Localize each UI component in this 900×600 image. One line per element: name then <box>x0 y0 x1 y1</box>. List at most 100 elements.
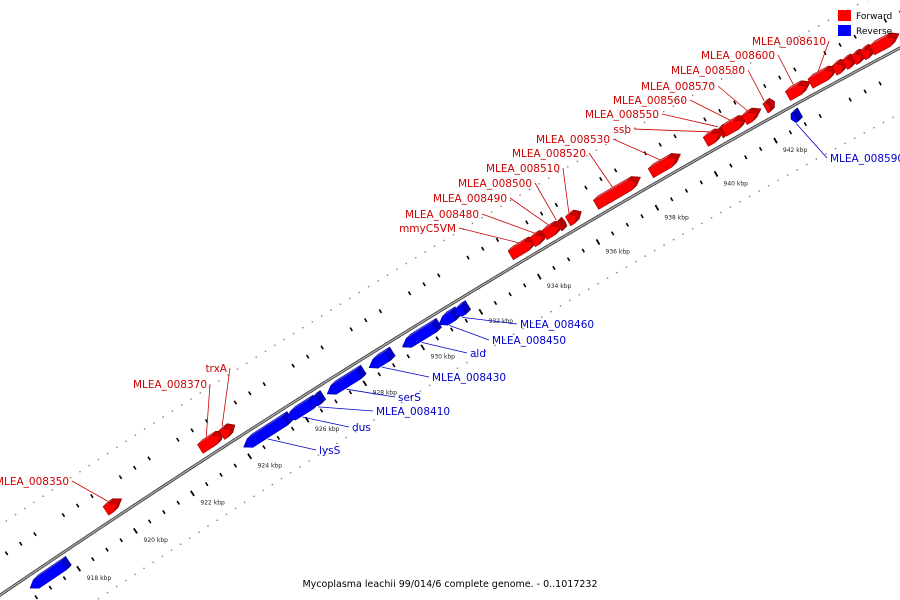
genome-title: Mycoplasma leachii 99/014/6 complete gen… <box>302 579 597 590</box>
minor-tick-inner <box>640 214 644 219</box>
reverse-gene-feature <box>243 411 293 448</box>
guide-dot <box>124 579 127 582</box>
minor-tick-inner <box>803 122 808 127</box>
minor-tick-outer <box>525 220 529 225</box>
guide-dot <box>443 239 446 242</box>
gene-front-face <box>438 311 457 326</box>
gene-top-face <box>831 59 841 67</box>
guide-dot <box>644 255 647 257</box>
minor-tick-inner <box>729 163 733 168</box>
gene-leader-line <box>346 388 396 398</box>
guide-dot <box>179 543 182 546</box>
gene-front-face <box>402 322 438 348</box>
guide-dot <box>595 149 598 152</box>
gene-leader-line <box>221 367 231 427</box>
gene-label: MLEA_008370 <box>133 379 207 391</box>
gene-label: MLEA_008570 <box>641 81 715 93</box>
gene-label: MLEA_008610 <box>752 36 826 48</box>
minor-tick-inner <box>406 354 410 359</box>
minor-tick-inner <box>119 538 123 543</box>
guide-dot <box>354 430 357 433</box>
guide-dot <box>566 166 569 168</box>
guide-dot <box>243 501 246 504</box>
gene-leader-line <box>817 40 830 72</box>
gene-leader-line <box>462 317 518 325</box>
gene-top-face <box>312 390 321 398</box>
guide-dot <box>528 188 531 191</box>
guide-dot <box>466 361 468 364</box>
guide-dot <box>475 355 478 358</box>
guide-dot <box>578 293 581 296</box>
minor-tick-outer <box>733 100 737 105</box>
guide-dot <box>419 390 422 393</box>
gene-label: MLEA_008560 <box>613 95 687 107</box>
minor-tick-outer <box>554 202 559 208</box>
tick-label: 922 kbp <box>200 500 225 507</box>
guide-dot <box>873 126 875 129</box>
guide-dot <box>14 513 17 516</box>
guide-dot <box>262 489 264 492</box>
minor-tick-outer <box>176 437 180 442</box>
guide-dot <box>452 233 455 236</box>
guide-dot <box>336 442 338 445</box>
guide-dot <box>97 458 100 461</box>
tick-label: 924 kbp <box>258 463 283 470</box>
guide-dot <box>116 446 118 449</box>
gene-top-face <box>720 115 739 128</box>
minor-tick-inner <box>670 197 674 202</box>
minor-tick-inner <box>611 231 615 236</box>
minor-tick-outer <box>133 465 137 470</box>
guide-dot <box>317 454 320 456</box>
reverse-gene-feature <box>29 556 72 589</box>
gene-leader-line <box>449 325 490 341</box>
gene-front-face <box>565 214 578 227</box>
guide-dot <box>557 171 560 174</box>
gene-leader-line <box>267 438 317 451</box>
tick-label: 936 kbp <box>606 249 631 256</box>
guide-dot <box>106 452 109 455</box>
minor-tick-outer <box>61 512 66 518</box>
major-tick <box>478 308 484 315</box>
gene-front-face <box>454 304 467 317</box>
minor-tick-outer <box>407 291 412 296</box>
minor-tick-outer <box>437 273 441 278</box>
guide-dot <box>410 396 412 398</box>
minor-tick-outer <box>147 456 151 461</box>
minor-tick-inner <box>377 372 381 377</box>
major-tick <box>595 238 601 246</box>
gene-label: ald <box>470 348 486 360</box>
guide-dot <box>786 174 789 176</box>
gene-leader-line <box>588 152 613 188</box>
gene-top-face <box>541 221 555 232</box>
minor-tick-inner <box>91 557 95 562</box>
guide-dot <box>625 266 628 268</box>
minor-tick-inner <box>319 408 324 413</box>
minor-tick-inner <box>204 481 209 487</box>
guide-dot <box>428 384 431 387</box>
guide-dot <box>180 404 183 406</box>
minor-tick-inner <box>48 585 53 590</box>
guide-dot <box>500 205 502 208</box>
guide-dot <box>634 127 636 129</box>
gene-leader-line <box>633 128 709 133</box>
minor-tick-inner <box>863 89 867 94</box>
guide-dot <box>758 190 760 192</box>
minor-tick-inner <box>581 248 585 253</box>
guide-dot <box>106 591 109 594</box>
tick-label: 940 kbp <box>724 181 749 188</box>
backbone <box>0 46 900 598</box>
gene-top-face <box>842 53 851 61</box>
guide-dot <box>729 206 732 208</box>
gene-leader-line <box>747 69 765 102</box>
gene-label: MLEA_008520 <box>512 148 586 160</box>
gene-label: MLEA_008350 <box>0 476 69 488</box>
guide-dot <box>363 425 366 427</box>
guide-dot <box>299 466 301 468</box>
reverse-gene-feature <box>327 364 367 395</box>
gene-top-face <box>790 107 798 114</box>
guide-dot <box>503 338 506 341</box>
guide-dot <box>23 507 26 510</box>
legend-reverse-label: Reverse <box>856 27 893 37</box>
guide-dot <box>691 227 694 230</box>
gene-top-face <box>372 346 390 360</box>
